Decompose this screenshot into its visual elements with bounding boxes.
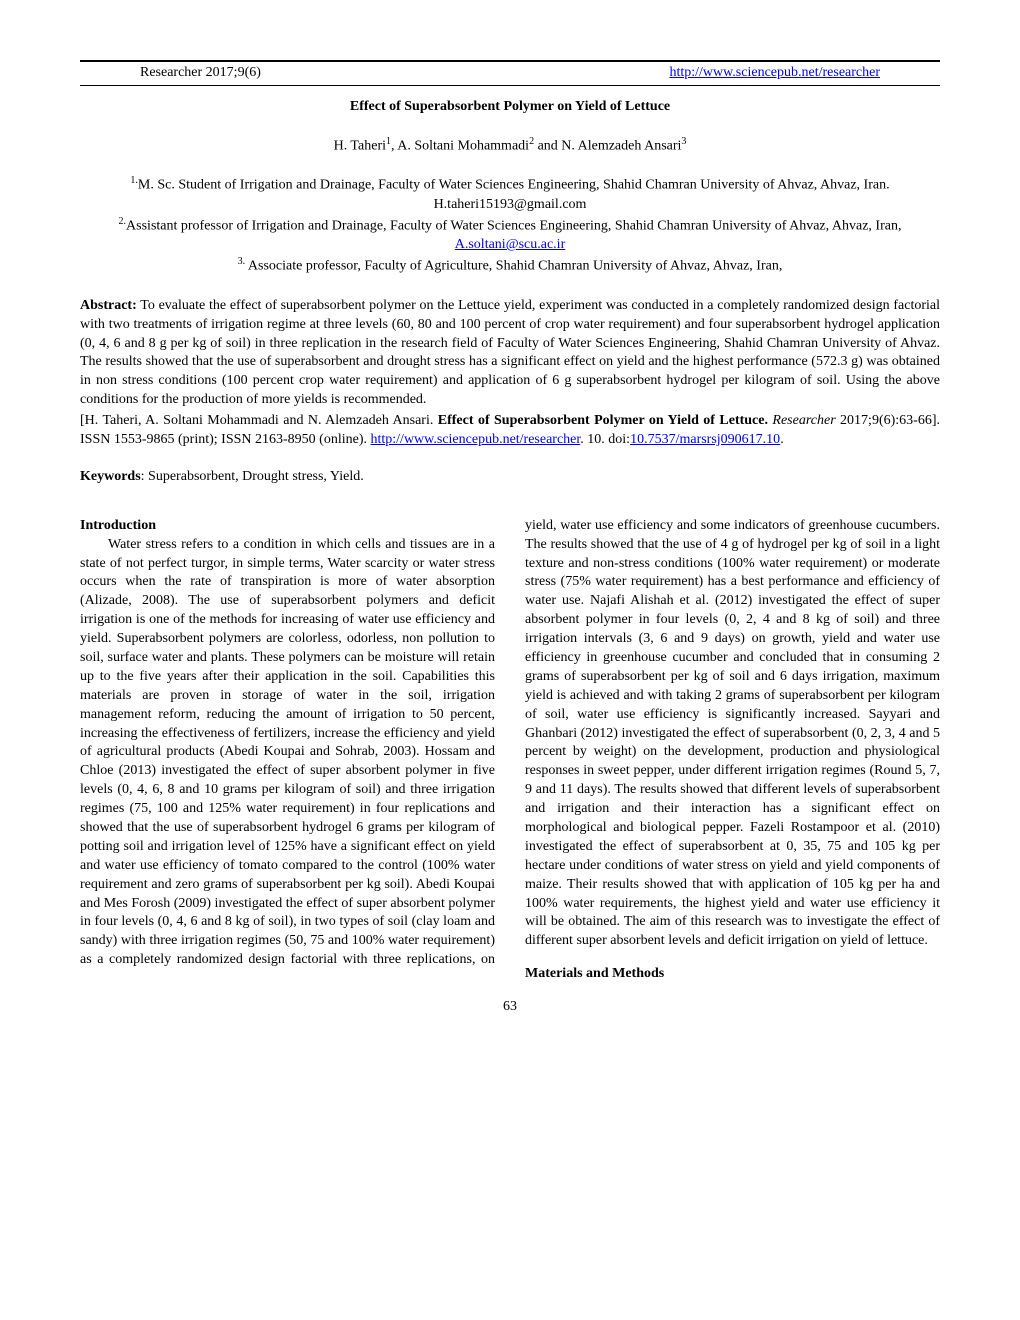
header-url: http://www.sciencepub.net/researcher [669, 64, 880, 83]
abstract-text: To evaluate the effect of superabsorbent… [80, 298, 940, 407]
body-columns: Introduction Water stress refers to a co… [80, 517, 940, 984]
keywords-block: Keywords: Superabsorbent, Drought stress… [80, 468, 940, 487]
keywords-label: Keywords [80, 469, 141, 484]
citation-tail: . [780, 432, 784, 447]
page-header: Researcher 2017;9(6) http://www.sciencep… [80, 60, 940, 86]
keywords-text: : Superabsorbent, Drought stress, Yield. [141, 469, 364, 484]
citation-afterlink: . 10. doi: [580, 432, 630, 447]
page-number: 63 [80, 998, 940, 1017]
header-journal-issue: Researcher 2017;9(6) [140, 64, 261, 83]
affiliation-1: 1.M. Sc. Student of Irrigation and Drain… [80, 174, 940, 214]
affiliation-2: 2.Assistant professor of Irrigation and … [80, 215, 940, 255]
introduction-heading: Introduction [80, 517, 495, 536]
affiliation-3: 3. Associate professor, Faculty of Agric… [80, 255, 940, 277]
paper-title: Effect of Superabsorbent Polymer on Yiel… [80, 98, 940, 117]
citation-journal: Researcher [768, 413, 836, 428]
citation-doi-link[interactable]: 10.7537/marsrsj090617.10 [630, 432, 780, 447]
citation-link[interactable]: http://www.sciencepub.net/researcher [371, 432, 581, 447]
abstract-block: Abstract: To evaluate the effect of supe… [80, 297, 940, 410]
introduction-text: Water stress refers to a condition in wh… [80, 517, 940, 984]
abstract-label: Abstract: [80, 298, 137, 313]
affiliations-block: 1.M. Sc. Student of Irrigation and Drain… [80, 174, 940, 276]
citation-block: [H. Taheri, A. Soltani Mohammadi and N. … [80, 412, 940, 450]
citation-title: Effect of Superabsorbent Polymer on Yiel… [438, 413, 768, 428]
materials-methods-heading: Materials and Methods [525, 965, 940, 984]
citation-authors: [H. Taheri, A. Soltani Mohammadi and N. … [80, 413, 438, 428]
header-link[interactable]: http://www.sciencepub.net/researcher [669, 65, 880, 80]
authors-line: H. Taheri1, A. Soltani Mohammadi2 and N.… [80, 135, 940, 157]
